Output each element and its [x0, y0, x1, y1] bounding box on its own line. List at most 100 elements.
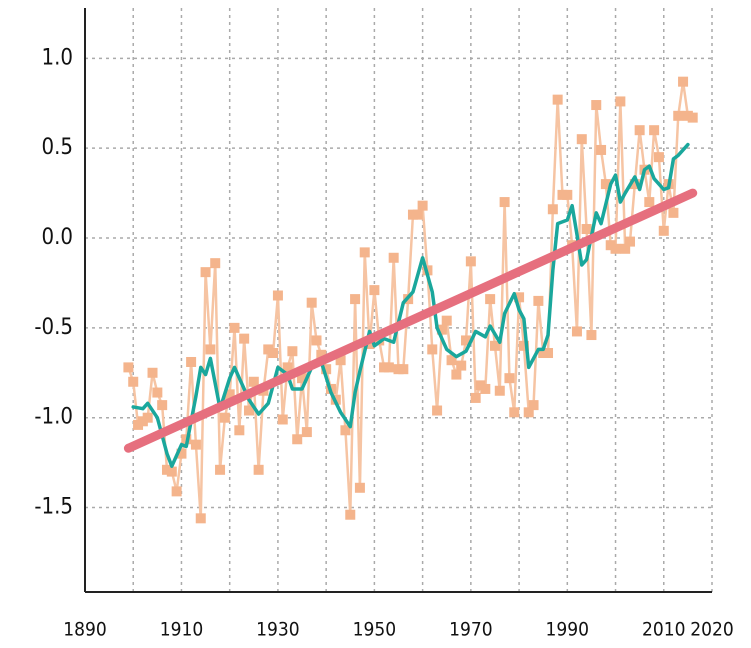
data-point [147, 367, 158, 378]
data-point [504, 373, 515, 384]
data-point [461, 335, 472, 346]
data-point [311, 335, 322, 346]
data-point [518, 340, 529, 351]
y-tick-label: -0.5 [34, 315, 73, 340]
data-point [359, 247, 370, 258]
data-point [282, 362, 293, 373]
data-point [629, 179, 640, 190]
data-point [268, 348, 279, 359]
x-tick-label: 1970 [449, 619, 493, 641]
data-point [383, 362, 394, 373]
data-point [581, 224, 592, 235]
data-point [687, 112, 698, 123]
data-point [306, 297, 317, 308]
data-point [190, 439, 201, 450]
data-point [369, 285, 380, 296]
x-tick-label: 1950 [353, 619, 397, 641]
series-line [131, 142, 690, 468]
data-point [576, 134, 587, 145]
data-point [649, 125, 660, 136]
y-tick-label: 0.0 [42, 225, 73, 250]
data-point [388, 252, 399, 263]
data-point [596, 144, 607, 155]
data-point [287, 346, 298, 357]
series-line [123, 188, 698, 453]
data-point [398, 364, 409, 375]
data-point [340, 425, 351, 436]
data-point [229, 322, 240, 333]
data-point [552, 94, 563, 105]
data-point [123, 362, 134, 373]
data-point [321, 364, 332, 375]
data-point [345, 509, 356, 520]
x-tick-label: 1990 [546, 619, 590, 641]
data-point [509, 407, 520, 418]
data-point [171, 486, 182, 497]
data-point [528, 400, 539, 411]
data-point [166, 466, 177, 477]
data-point [653, 152, 664, 163]
data-point [489, 340, 500, 351]
data-point [441, 315, 452, 326]
data-point [157, 400, 168, 411]
data-point [272, 290, 283, 301]
data-point [128, 376, 139, 387]
x-tick-label: 2010 [642, 619, 686, 641]
data-point [432, 405, 443, 416]
data-point [195, 513, 206, 524]
x-tick-label: 1910 [160, 619, 204, 641]
data-point [668, 207, 679, 218]
data-point [451, 369, 462, 380]
data-point [543, 348, 554, 359]
data-point [350, 294, 361, 305]
data-point [586, 330, 597, 341]
data-point [465, 256, 476, 267]
data-point [210, 258, 221, 269]
data-point [446, 355, 457, 366]
data-point [480, 383, 491, 394]
data-point [427, 344, 438, 355]
data-point [248, 376, 259, 387]
data-point [301, 427, 312, 438]
data-point [533, 295, 544, 306]
data-point [354, 482, 365, 493]
data-point [494, 385, 505, 396]
data-point [316, 349, 327, 360]
data-point [547, 204, 558, 215]
data-point [335, 355, 346, 366]
data-point [176, 448, 187, 459]
data-point [297, 373, 308, 384]
series-line [127, 80, 694, 520]
data-point [239, 333, 250, 344]
data-point [610, 243, 621, 254]
y-tick-label: -1.0 [34, 405, 73, 430]
data-point [186, 356, 197, 367]
data-point [436, 324, 447, 335]
data-point [412, 209, 423, 220]
y-tick-label: 0.5 [42, 135, 73, 160]
y-tick-label: 1.0 [42, 45, 73, 70]
data-point [634, 125, 645, 136]
data-point [625, 236, 636, 247]
data-point [224, 389, 235, 400]
data-point [571, 326, 582, 337]
data-point [600, 179, 611, 190]
x-tick-label: 1930 [256, 619, 300, 641]
data-point [417, 200, 428, 211]
data-point [523, 407, 534, 418]
data-point [678, 76, 689, 87]
data-point [514, 292, 525, 303]
data-point [219, 412, 230, 423]
data-point [292, 434, 303, 445]
x-tick-label: 1890 [63, 619, 107, 641]
data-point [234, 425, 245, 436]
data-point [591, 100, 602, 111]
data-point [243, 405, 254, 416]
data-point [658, 225, 669, 236]
data-point [485, 294, 496, 305]
data-point [470, 392, 481, 403]
data-point [152, 387, 163, 398]
data-point [253, 464, 264, 475]
